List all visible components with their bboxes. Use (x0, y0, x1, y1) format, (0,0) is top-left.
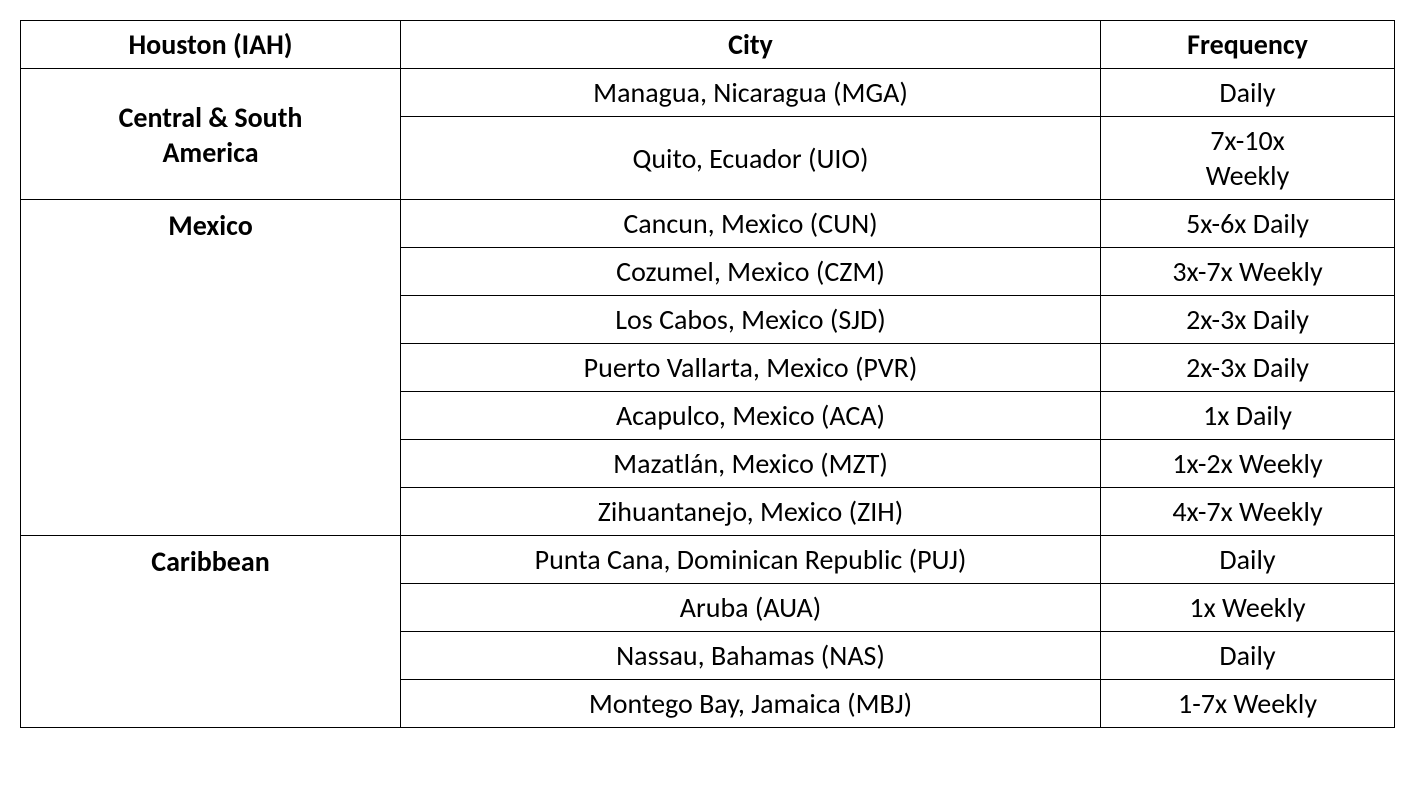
frequency-cell: Daily (1101, 536, 1395, 584)
city-cell: Mazatlán, Mexico (MZT) (401, 440, 1101, 488)
city-cell: Punta Cana, Dominican Republic (PUJ) (401, 536, 1101, 584)
frequency-cell: 1x Weekly (1101, 584, 1395, 632)
city-cell: Acapulco, Mexico (ACA) (401, 392, 1101, 440)
city-cell: Aruba (AUA) (401, 584, 1101, 632)
frequency-cell: 1x Daily (1101, 392, 1395, 440)
city-cell: Zihuantanejo, Mexico (ZIH) (401, 488, 1101, 536)
frequency-cell: 7x-10xWeekly (1101, 117, 1395, 200)
frequency-cell: 1x-2x Weekly (1101, 440, 1395, 488)
table-row: MexicoCancun, Mexico (CUN)5x-6x Daily (21, 200, 1395, 248)
region-cell: Central & SouthAmerica (21, 69, 401, 200)
city-cell: Puerto Vallarta, Mexico (PVR) (401, 344, 1101, 392)
flight-frequency-table: Houston (IAH) City Frequency Central & S… (20, 20, 1395, 728)
city-cell: Quito, Ecuador (UIO) (401, 117, 1101, 200)
region-cell: Caribbean (21, 536, 401, 728)
frequency-cell: 5x-6x Daily (1101, 200, 1395, 248)
frequency-cell: 3x-7x Weekly (1101, 248, 1395, 296)
frequency-cell: 2x-3x Daily (1101, 296, 1395, 344)
frequency-cell: 2x-3x Daily (1101, 344, 1395, 392)
city-cell: Nassau, Bahamas (NAS) (401, 632, 1101, 680)
city-cell: Cancun, Mexico (CUN) (401, 200, 1101, 248)
frequency-cell: Daily (1101, 69, 1395, 117)
frequency-cell: 4x-7x Weekly (1101, 488, 1395, 536)
region-cell: Mexico (21, 200, 401, 536)
city-cell: Cozumel, Mexico (CZM) (401, 248, 1101, 296)
frequency-cell: 1-7x Weekly (1101, 680, 1395, 728)
table-header-row: Houston (IAH) City Frequency (21, 21, 1395, 69)
table-row: CaribbeanPunta Cana, Dominican Republic … (21, 536, 1395, 584)
col-header-city: City (401, 21, 1101, 69)
city-cell: Los Cabos, Mexico (SJD) (401, 296, 1101, 344)
col-header-freq: Frequency (1101, 21, 1395, 69)
city-cell: Managua, Nicaragua (MGA) (401, 69, 1101, 117)
table-body: Central & SouthAmericaManagua, Nicaragua… (21, 69, 1395, 728)
frequency-cell: Daily (1101, 632, 1395, 680)
city-cell: Montego Bay, Jamaica (MBJ) (401, 680, 1101, 728)
table-row: Central & SouthAmericaManagua, Nicaragua… (21, 69, 1395, 117)
col-header-region: Houston (IAH) (21, 21, 401, 69)
